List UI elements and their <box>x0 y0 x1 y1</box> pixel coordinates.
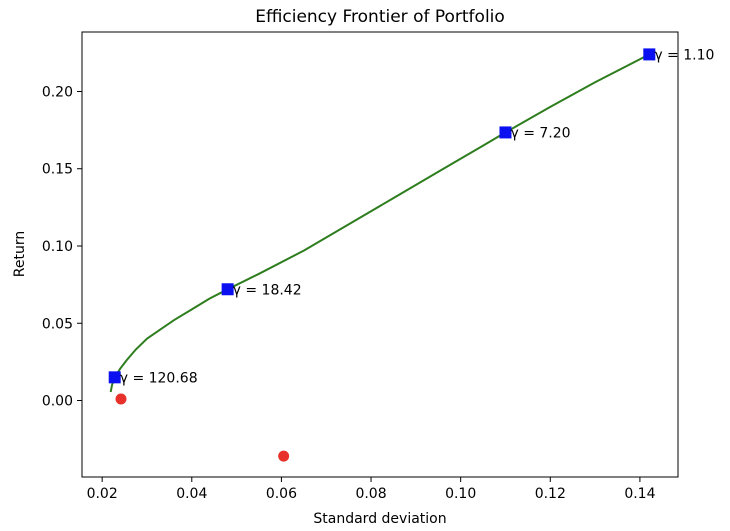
x-tick-label: 0.02 <box>87 486 118 502</box>
x-tick-label: 0.14 <box>624 486 655 502</box>
frontier-marker <box>499 126 512 139</box>
gamma-annotation: γ = 18.42 <box>233 282 302 298</box>
frontier-line <box>109 53 650 393</box>
asset-point <box>115 393 127 405</box>
x-tick-label: 0.08 <box>355 486 386 502</box>
gamma-annotation: γ = 120.68 <box>120 370 198 386</box>
y-tick-label: 0.05 <box>42 316 73 332</box>
y-tick-label: 0.15 <box>42 162 73 178</box>
y-tick-label: 0.00 <box>42 394 73 410</box>
x-tick-label: 0.04 <box>176 486 207 502</box>
x-axis-label: Standard deviation <box>313 511 446 527</box>
x-tick-label: 0.12 <box>535 486 566 502</box>
frontier-marker <box>108 371 121 384</box>
asset-point <box>278 450 290 462</box>
gamma-annotation: γ = 7.20 <box>510 125 570 141</box>
x-tick-label: 0.06 <box>266 486 297 502</box>
frontier-marker <box>221 283 234 296</box>
gamma-annotation: γ = 1.10 <box>654 47 714 63</box>
frontier-marker <box>643 48 656 61</box>
y-axis-label: Return <box>12 231 28 277</box>
x-tick-label: 0.10 <box>445 486 476 502</box>
y-tick-label: 0.20 <box>42 84 73 100</box>
chart-title: Efficiency Frontier of Portfolio <box>255 7 505 27</box>
y-tick-label: 0.10 <box>42 239 73 255</box>
plot-frame <box>81 31 679 478</box>
